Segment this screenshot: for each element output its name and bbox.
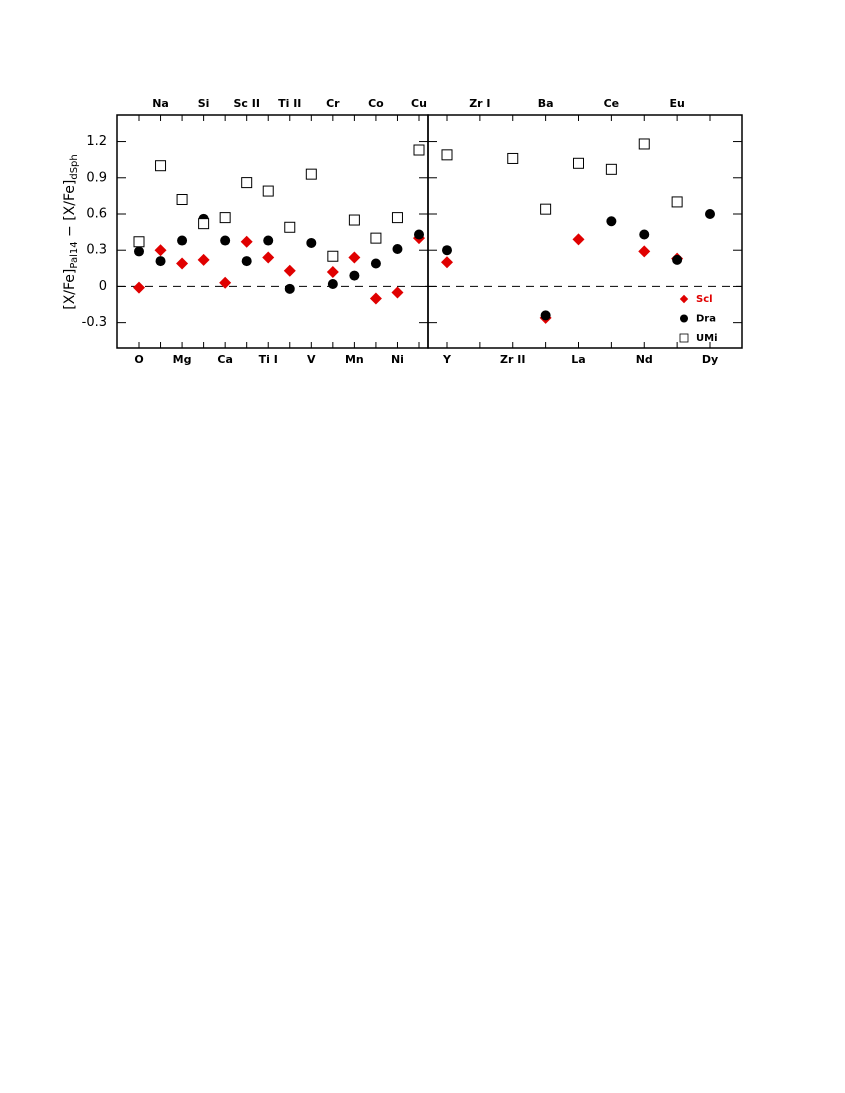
circle-marker (392, 244, 403, 255)
diamond-marker (176, 257, 189, 270)
square-marker (133, 236, 145, 248)
y-axis-label: [X/Fe]Pal14 − [X/Fe]dSph (62, 154, 80, 310)
x-tick-label: Ni (391, 353, 404, 366)
x-tick-label: Na (152, 97, 169, 110)
circle-marker (442, 245, 452, 256)
square-marker (507, 152, 519, 164)
x-tick-label: Ca (217, 353, 233, 366)
square-marker (348, 214, 360, 226)
circle-marker (327, 279, 338, 290)
square-marker (638, 138, 650, 150)
plot-frame (427, 114, 743, 349)
circle-marker (134, 246, 144, 257)
legend-label: UMi (696, 333, 718, 344)
square-marker (370, 232, 382, 244)
circle-marker (414, 229, 424, 240)
x-tick-label: Zr I (469, 97, 490, 110)
square-marker (573, 157, 584, 169)
circle-marker (672, 254, 683, 265)
x-tick-label: Eu (669, 97, 684, 110)
diamond-marker (572, 233, 585, 246)
circle-marker (540, 310, 551, 321)
circle-marker (177, 235, 188, 246)
y-tick-label: 0.9 (86, 170, 107, 185)
x-tick-label: La (571, 353, 585, 366)
diamond-marker (369, 292, 382, 305)
x-tick-label: Ti II (278, 97, 301, 110)
square-marker (441, 149, 453, 161)
x-tick-label: Ti I (259, 353, 278, 366)
square-marker (540, 203, 552, 215)
square-marker (413, 144, 425, 156)
x-tick-label: Ba (538, 97, 554, 110)
diamond-marker (441, 256, 453, 269)
circle-marker (639, 229, 650, 240)
circle-marker (370, 258, 381, 269)
square-marker (305, 168, 317, 180)
square-marker (391, 212, 403, 224)
y-tick-label: -0.3 (82, 315, 107, 330)
circle-marker (263, 235, 274, 246)
x-tick-label: Nd (636, 353, 653, 366)
y-tick-label: 1.2 (86, 134, 107, 149)
x-tick-label: Co (368, 97, 384, 110)
y-tick-label: 0.3 (86, 243, 107, 258)
x-tick-label: O (134, 353, 143, 366)
square-marker (176, 194, 188, 206)
diamond-marker (348, 251, 361, 264)
x-tick-label: Mg (173, 353, 192, 366)
diamond-marker (240, 235, 253, 248)
x-tick-label: Zr II (500, 353, 525, 366)
y-tick-label: 0.6 (86, 206, 107, 221)
x-tick-label: Cu (411, 97, 427, 110)
square-marker (671, 196, 683, 208)
x-tick-label: Mn (345, 353, 364, 366)
legend-marker (680, 314, 688, 323)
circle-marker (306, 237, 317, 248)
square-marker (219, 212, 231, 224)
circle-marker (220, 235, 231, 246)
plot-frame (116, 114, 429, 349)
legend-label: Scl (696, 294, 713, 305)
square-marker (327, 250, 339, 262)
diamond-marker (154, 244, 167, 257)
diamond-marker (638, 245, 651, 258)
diamond-marker (283, 264, 296, 277)
square-marker (284, 221, 296, 233)
x-tick-label: Sc II (233, 97, 259, 110)
x-tick-label: Dy (702, 353, 718, 366)
square-marker (262, 185, 274, 197)
legend-label: Dra (696, 314, 716, 325)
diamond-marker (197, 253, 210, 266)
circle-marker (284, 283, 295, 294)
diamond-marker (219, 276, 232, 289)
legend-marker (679, 333, 689, 343)
x-tick-label: Ce (604, 97, 620, 110)
diamond-marker (326, 265, 339, 278)
square-marker (155, 160, 167, 172)
x-tick-label: Y (442, 353, 452, 366)
x-tick-label: V (307, 353, 316, 366)
diamond-marker (133, 281, 145, 294)
circle-marker (241, 256, 252, 267)
diamond-marker (391, 286, 404, 299)
x-tick-label: Si (198, 97, 210, 110)
legend-marker (679, 294, 689, 304)
diamond-marker (262, 251, 275, 264)
circle-marker (606, 216, 617, 227)
y-tick-label: 0 (99, 279, 107, 294)
square-marker (605, 163, 617, 175)
x-tick-label: Cr (326, 97, 340, 110)
square-marker (198, 218, 210, 230)
square-marker (241, 177, 253, 189)
circle-marker (349, 270, 360, 281)
circle-marker (155, 256, 166, 267)
circle-marker (705, 208, 715, 219)
